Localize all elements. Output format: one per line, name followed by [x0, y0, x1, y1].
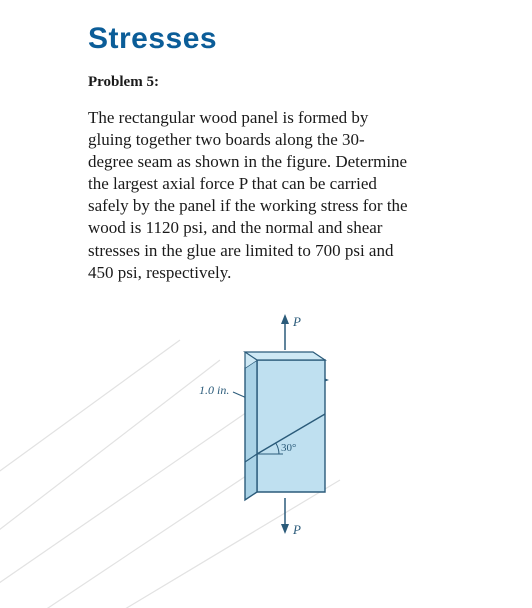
problem-body: The rectangular wood panel is formed by … [88, 107, 408, 284]
angle-label: 30° [281, 442, 296, 454]
force-label-top: P [292, 314, 301, 329]
thickness-label: 1.0 in. [199, 383, 229, 397]
panel-figure: P 1.0 in. 4 in. [175, 312, 375, 547]
force-label-bottom: P [292, 522, 301, 537]
problem-label: Problem 5: [88, 74, 462, 91]
page-title: Stresses [88, 22, 462, 56]
